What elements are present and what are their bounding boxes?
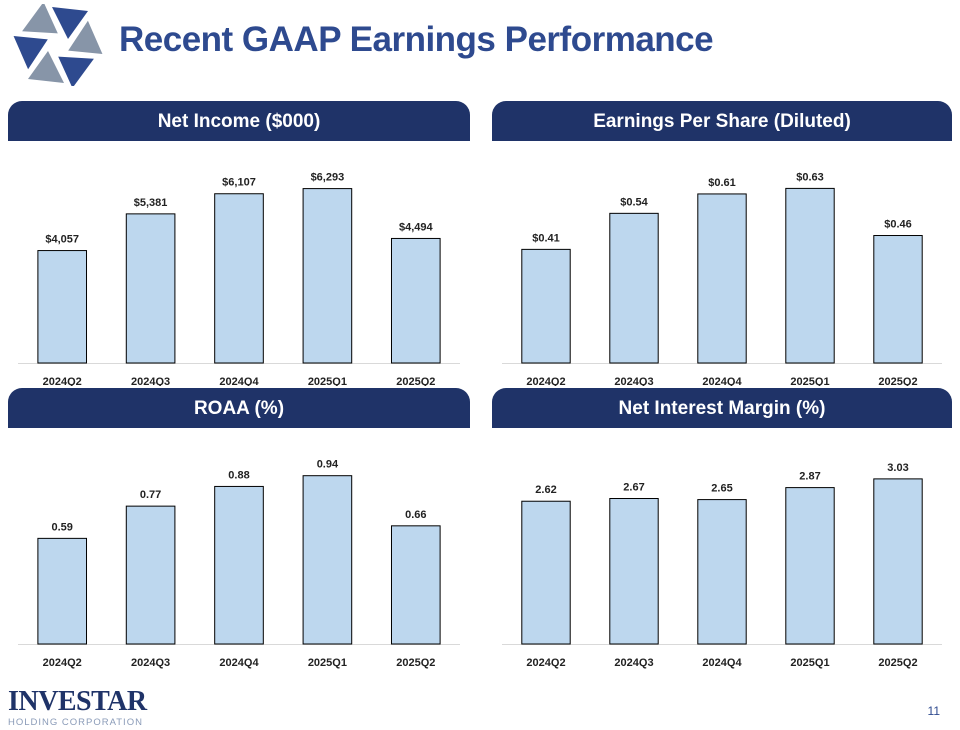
category-label: 2025Q2: [878, 657, 917, 669]
panel-header-eps: Earnings Per Share (Diluted): [492, 101, 952, 141]
bar: [302, 188, 353, 364]
logo-blade: [28, 51, 64, 83]
chart-eps: $0.41 2024Q2 $0.54 2024Q3 $0.61 2024Q4 $0.63 20…: [502, 171, 942, 386]
data-label: $0.54: [620, 196, 648, 208]
chart-nim: 2.62 2024Q2 2.67 2024Q3 2.65 2024Q4 2.87 2025Q1…: [502, 462, 942, 669]
category-label: 2025Q1: [790, 657, 829, 669]
data-label: $6,107: [222, 177, 256, 189]
logo-blade: [68, 20, 103, 54]
data-label: 2.65: [711, 483, 732, 495]
data-label: $5,381: [134, 197, 168, 209]
data-label: 0.88: [228, 469, 249, 481]
bar: [873, 235, 923, 364]
bar: [390, 237, 441, 364]
category-label: 2025Q1: [308, 376, 347, 386]
category-label: 2025Q2: [396, 657, 435, 669]
bar: [390, 525, 441, 645]
data-label: 0.77: [140, 489, 161, 501]
company-logo-icon: [13, 4, 103, 86]
data-label: 3.03: [887, 462, 908, 474]
bar: [697, 193, 747, 364]
category-label: 2025Q1: [790, 376, 829, 386]
category-label: 2024Q2: [526, 376, 565, 386]
bar: [125, 213, 176, 364]
data-label: 0.94: [317, 459, 339, 471]
bar: [785, 187, 835, 364]
page-number: 11: [927, 704, 940, 718]
category-label: 2024Q3: [131, 376, 170, 386]
category-label: 2024Q3: [614, 657, 653, 669]
bar: [37, 537, 88, 645]
data-label: 2.87: [799, 471, 820, 483]
panel-header-roaa: ROAA (%): [8, 388, 470, 428]
page-title: Recent GAAP Earnings Performance: [119, 20, 714, 59]
bar: [37, 250, 88, 364]
category-label: 2024Q3: [131, 657, 170, 669]
data-label: 0.59: [51, 521, 72, 533]
bar: [697, 499, 747, 645]
bar: [214, 193, 264, 364]
data-label: $0.63: [796, 171, 824, 183]
logo-blade: [13, 36, 48, 70]
panel-header-nim: Net Interest Margin (%): [492, 388, 952, 428]
data-label: 0.66: [405, 509, 426, 521]
data-label: $6,293: [311, 172, 345, 184]
bar: [873, 478, 923, 645]
chart-net-income: $4,057 2024Q2 $5,381 2024Q3 $6,107 2024Q4 $6,2…: [18, 172, 460, 386]
bar: [125, 505, 176, 645]
bar: [302, 475, 353, 645]
category-label: 2025Q2: [396, 376, 435, 386]
category-label: 2024Q4: [702, 376, 742, 386]
data-label: $0.61: [708, 177, 736, 189]
category-label: 2024Q2: [526, 657, 565, 669]
data-label: $4,057: [45, 234, 79, 246]
logo-blade: [52, 7, 88, 39]
data-label: $0.41: [532, 232, 560, 244]
footer-brand: INVESTAR: [8, 686, 147, 717]
data-label: $4,494: [399, 221, 434, 233]
bar: [609, 212, 659, 364]
logo-blade: [22, 4, 58, 34]
chart-roaa: 0.59 2024Q2 0.77 2024Q3 0.88 2024Q4 0.94 2025Q1…: [18, 459, 460, 669]
category-label: 2025Q1: [308, 657, 347, 669]
bar: [521, 248, 571, 364]
data-label: 2.67: [623, 482, 644, 494]
bar: [609, 498, 659, 645]
footer-logo: INVESTAR HOLDING CORPORATION: [8, 686, 147, 729]
category-label: 2025Q2: [878, 376, 917, 386]
category-label: 2024Q3: [614, 376, 653, 386]
bar: [785, 487, 835, 645]
footer-subtitle: HOLDING CORPORATION: [8, 717, 143, 728]
data-label: 2.62: [535, 484, 556, 496]
category-label: 2024Q4: [219, 376, 259, 386]
panel-header-net-income: Net Income ($000): [8, 101, 470, 141]
logo-blade: [58, 56, 94, 86]
category-label: 2024Q2: [43, 657, 82, 669]
category-label: 2024Q4: [702, 657, 742, 669]
category-label: 2024Q2: [43, 376, 82, 386]
category-label: 2024Q4: [219, 657, 259, 669]
data-label: $0.46: [884, 219, 912, 231]
bar: [214, 485, 264, 645]
bar: [521, 500, 571, 645]
